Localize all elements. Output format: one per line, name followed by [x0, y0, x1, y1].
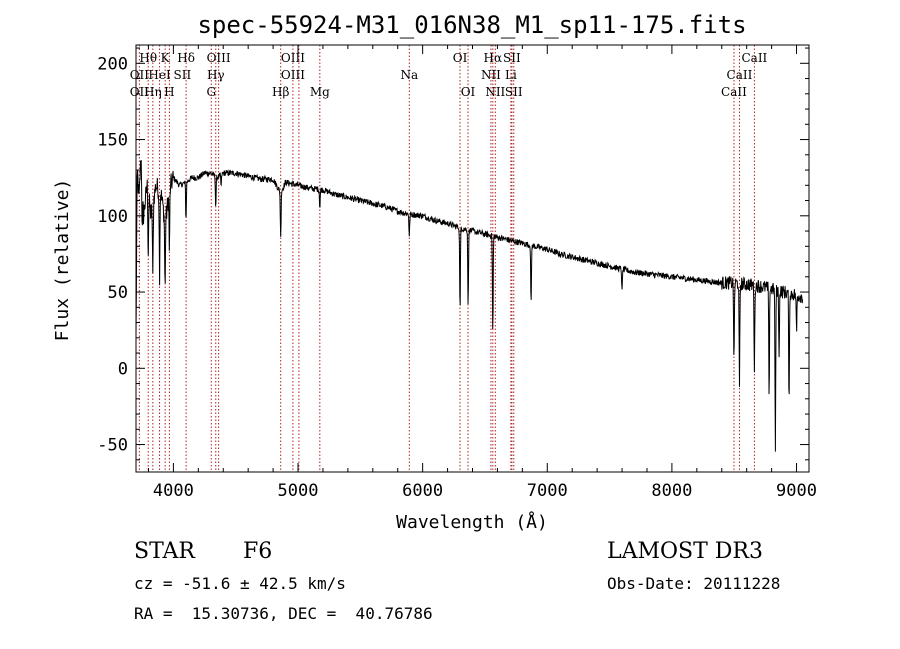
line-marker-label: G [206, 85, 216, 99]
chart-title: spec-55924-M31_016N38_M1_sp11-175.fits [197, 11, 746, 39]
line-marker-label: CaII [727, 68, 753, 82]
y-tick-label: 150 [97, 131, 128, 151]
line-marker-label: NII [481, 68, 501, 82]
y-tick-label: 100 [97, 207, 128, 227]
line-marker-label: HeI [148, 68, 171, 82]
line-marker-label: Hθ [139, 51, 157, 65]
plot-frame [135, 44, 810, 473]
y-tick-label: 200 [97, 54, 128, 74]
line-marker-label: K [161, 51, 171, 65]
line-marker-label: OII [130, 85, 150, 99]
line-marker-label: NII [485, 85, 505, 99]
x-tick-label: 8000 [651, 481, 692, 501]
line-marker-label: Na [400, 68, 418, 82]
line-marker-label: OII [130, 68, 150, 82]
spectrum-line [135, 159, 804, 452]
line-marker-label: SII [503, 51, 521, 65]
y-tick-label: 50 [108, 283, 128, 303]
y-tick-label: -50 [97, 436, 128, 456]
line-marker-group [138, 45, 755, 472]
line-marker-label: Hη [144, 85, 162, 99]
line-marker-label: Hα [484, 51, 503, 65]
y-tick-label: 0 [118, 359, 128, 379]
observation-date: Obs-Date: 20111228 [607, 574, 781, 593]
y-axis-label: Flux (relative) [52, 179, 73, 342]
x-axis: 4000 5000 6000 7000 8000 9000 [147, 45, 817, 501]
line-marker-label: H [164, 85, 174, 99]
x-tick-label: 9000 [776, 481, 817, 501]
subclass: F6 [243, 539, 273, 564]
x-tick-label: 5000 [278, 481, 319, 501]
line-marker-label: Li [505, 68, 517, 82]
redshift-velocity: cz = -51.6 ± 42.5 km/s [134, 574, 346, 593]
line-marker-label: CaII [721, 85, 747, 99]
line-marker-label: OI [461, 85, 476, 99]
line-marker-label: OIII [207, 51, 231, 65]
line-marker-label: SII [174, 68, 192, 82]
y-axis: -50 0 50 100 150 200 [97, 47, 809, 461]
x-tick-label: 4000 [153, 481, 194, 501]
line-marker-label: SII [505, 85, 523, 99]
x-tick-label: 6000 [402, 481, 443, 501]
line-marker-label: OIII [281, 68, 305, 82]
coordinates: RA = 15.30736, DEC = 40.76786 [134, 604, 433, 623]
line-marker-label: Mg [310, 85, 330, 99]
x-tick-label: 7000 [527, 481, 568, 501]
line-marker-label: CaII [741, 51, 767, 65]
survey-label: LAMOST DR3 [607, 539, 763, 564]
line-marker-label: OI [453, 51, 468, 65]
line-marker-label: Hγ [207, 68, 225, 82]
line-marker-label: Hβ [272, 85, 289, 99]
line-marker-label: Hδ [177, 51, 195, 65]
line-marker-label: OIII [281, 51, 305, 65]
x-axis-label: Wavelength (Å) [396, 511, 548, 533]
object-class: STAR [134, 539, 195, 564]
